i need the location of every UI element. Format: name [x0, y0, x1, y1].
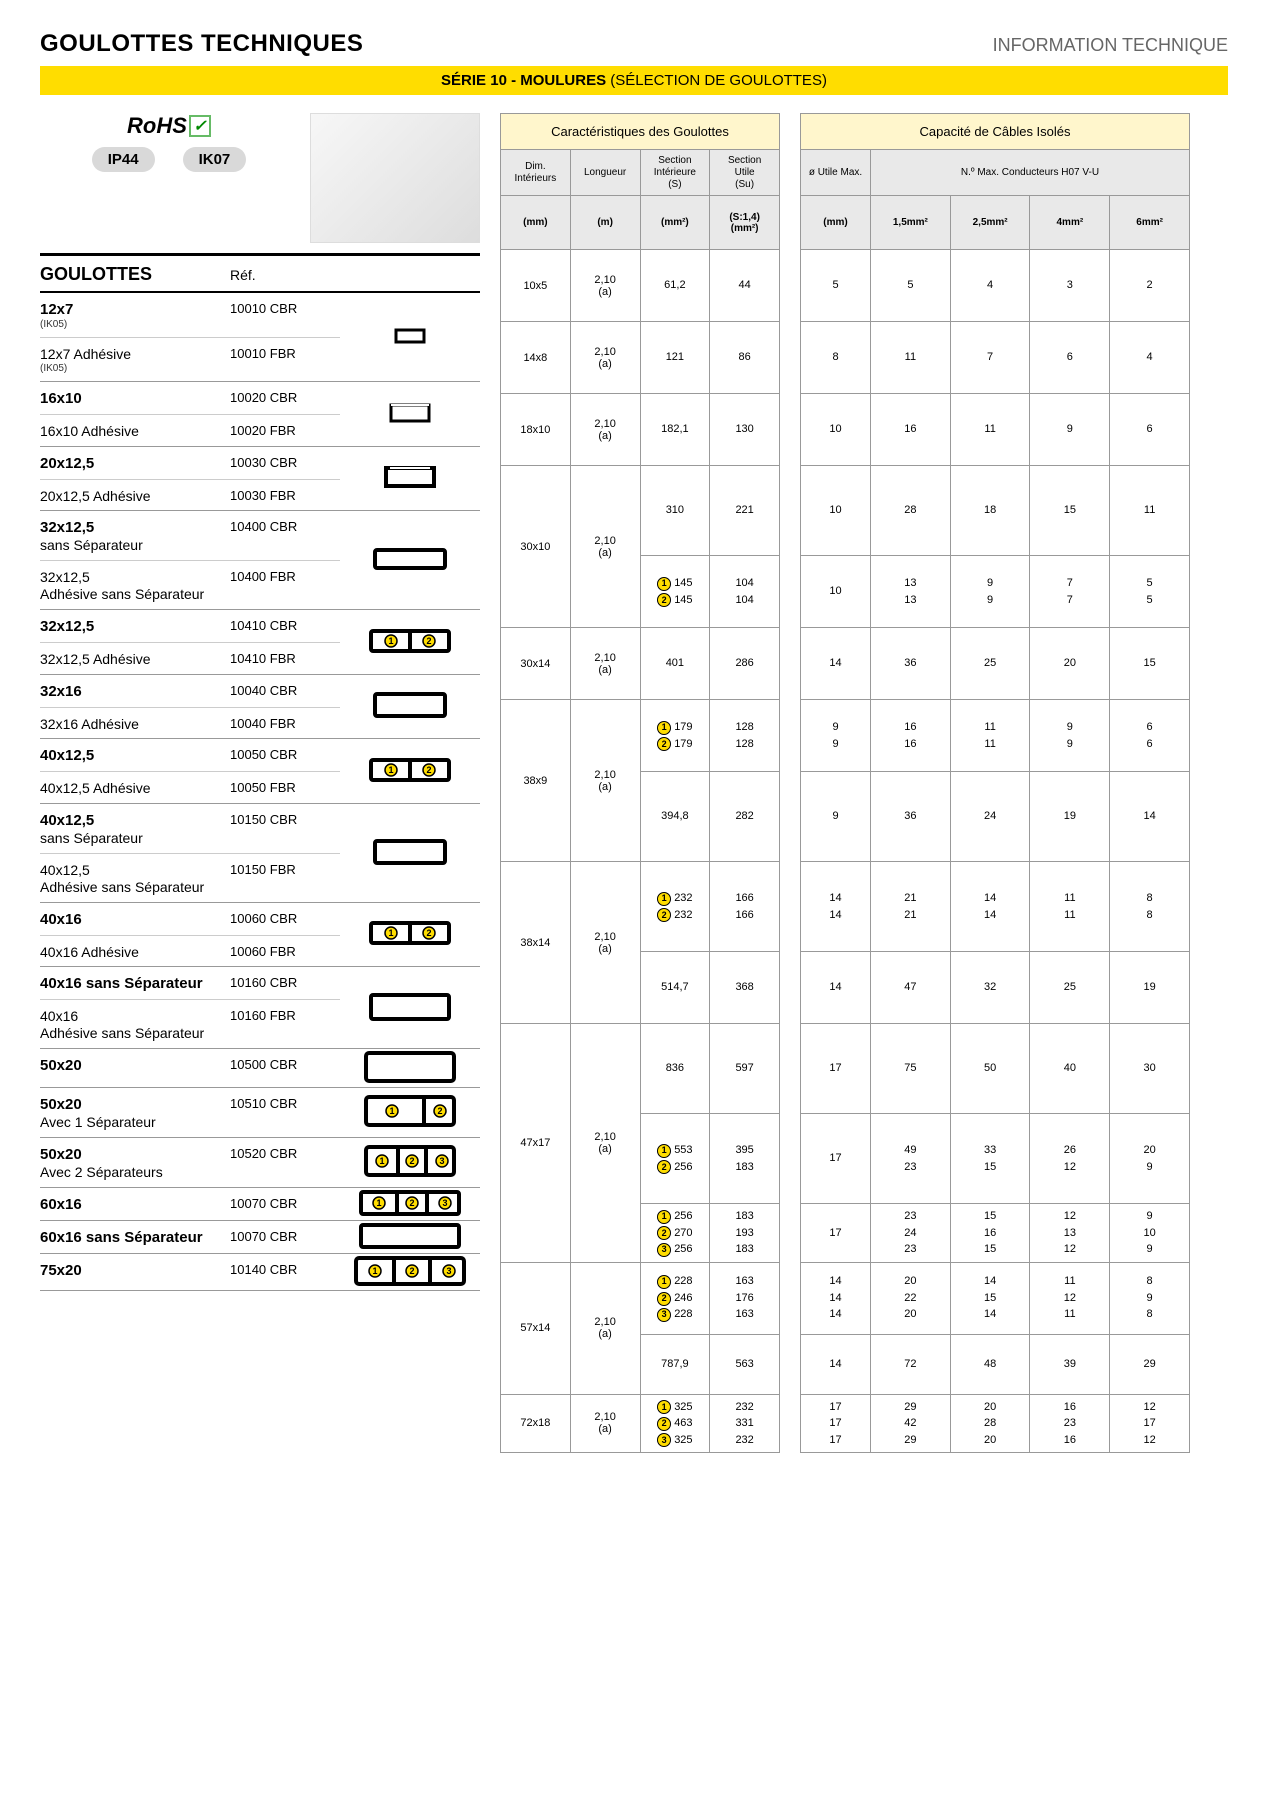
- profile-icon: 1 2 3: [340, 1138, 480, 1187]
- product-group: 32x12,5sans Séparateur10400 CBR32x12,5Ad…: [40, 511, 480, 609]
- profile-icon: 12: [340, 903, 480, 967]
- profile-icon: 1 2 3: [340, 1254, 480, 1290]
- profile-icon: [340, 447, 480, 511]
- svg-text:2: 2: [409, 1156, 414, 1166]
- svg-text:1: 1: [388, 636, 393, 646]
- profile-icon: [340, 511, 480, 608]
- capacity-table: Capacité de Câbles Isolés ø Utile Max. N…: [800, 113, 1190, 1453]
- svg-text:2: 2: [426, 765, 431, 775]
- profile-icon: [340, 382, 480, 446]
- svg-text:3: 3: [446, 1266, 451, 1276]
- product-group: 12x7(IK05)10010 CBR12x7 Adhésive(IK05)10…: [40, 293, 480, 382]
- profile-icon: [340, 967, 480, 1048]
- svg-text:2: 2: [426, 928, 431, 938]
- page-title: GOULOTTES TECHNIQUES: [40, 30, 363, 58]
- product-group: 60x1610070 CBR123: [40, 1188, 480, 1221]
- series-bar: SÉRIE 10 - MOULURES (SÉLECTION DE GOULOT…: [40, 66, 1228, 95]
- svg-text:1: 1: [376, 1198, 381, 1208]
- svg-text:1: 1: [389, 1106, 394, 1116]
- col-head-goulottes: GOULOTTES: [40, 264, 230, 285]
- rohs-badge: RoHS✓: [127, 113, 211, 139]
- profile-icon: 12: [340, 610, 480, 674]
- product-group: 32x1610040 CBR32x16 Adhésive10040 FBR: [40, 675, 480, 740]
- svg-text:2: 2: [426, 636, 431, 646]
- product-group: 40x16 sans Séparateur10160 CBR40x16Adhés…: [40, 967, 480, 1049]
- profile-icon: [340, 293, 480, 381]
- svg-text:1: 1: [372, 1266, 377, 1276]
- right-title: Capacité de Câbles Isolés: [801, 114, 1190, 150]
- page-subtitle: INFORMATION TECHNIQUE: [993, 35, 1228, 56]
- profile-icon: [340, 804, 480, 901]
- mid-title: Caractéristiques des Goulottes: [501, 114, 780, 150]
- right-hdr-cond: N.º Max. Conducteurs H07 V-U: [871, 150, 1190, 196]
- svg-text:1: 1: [379, 1156, 384, 1166]
- product-group: 40x12,5sans Séparateur10150 CBR40x12,5Ad…: [40, 804, 480, 902]
- svg-text:3: 3: [442, 1198, 447, 1208]
- product-group: 50x20Avec 1 Séparateur10510 CBR12: [40, 1088, 480, 1138]
- profile-icon: [340, 1221, 480, 1253]
- svg-text:1: 1: [388, 765, 393, 775]
- product-group: 75x2010140 CBR123: [40, 1254, 480, 1291]
- svg-text:2: 2: [409, 1266, 414, 1276]
- product-group: 50x20Avec 2 Séparateurs10520 CBR123: [40, 1138, 480, 1188]
- product-group: 40x1610060 CBR40x16 Adhésive10060 FBR12: [40, 903, 480, 968]
- col-head-ref: Réf.: [230, 267, 256, 283]
- profile-icon: [340, 1049, 480, 1087]
- product-group: 50x2010500 CBR: [40, 1049, 480, 1088]
- product-group: 60x16 sans Séparateur10070 CBR: [40, 1221, 480, 1254]
- profile-icon: [340, 675, 480, 739]
- svg-text:3: 3: [439, 1156, 444, 1166]
- svg-text:2: 2: [409, 1198, 414, 1208]
- characteristics-table: Caractéristiques des Goulottes Dim.Intér…: [500, 113, 780, 1453]
- svg-text:1: 1: [388, 928, 393, 938]
- product-group: 32x12,510410 CBR32x12,5 Adhésive10410 FB…: [40, 610, 480, 675]
- profile-icon: 12: [340, 739, 480, 803]
- profile-icon: 12: [340, 1088, 480, 1137]
- svg-text:2: 2: [437, 1106, 442, 1116]
- product-group: 40x12,510050 CBR40x12,5 Adhésive10050 FB…: [40, 739, 480, 804]
- profile-icon: 1 2 3: [340, 1188, 480, 1220]
- product-photo: [310, 113, 480, 243]
- product-group: 16x1010020 CBR16x10 Adhésive10020 FBR: [40, 382, 480, 447]
- ip-badge: IP44: [92, 147, 155, 172]
- product-group: 20x12,510030 CBR20x12,5 Adhésive10030 FB…: [40, 447, 480, 512]
- ik-badge: IK07: [183, 147, 247, 172]
- right-hdr-diam: ø Utile Max.: [801, 150, 871, 196]
